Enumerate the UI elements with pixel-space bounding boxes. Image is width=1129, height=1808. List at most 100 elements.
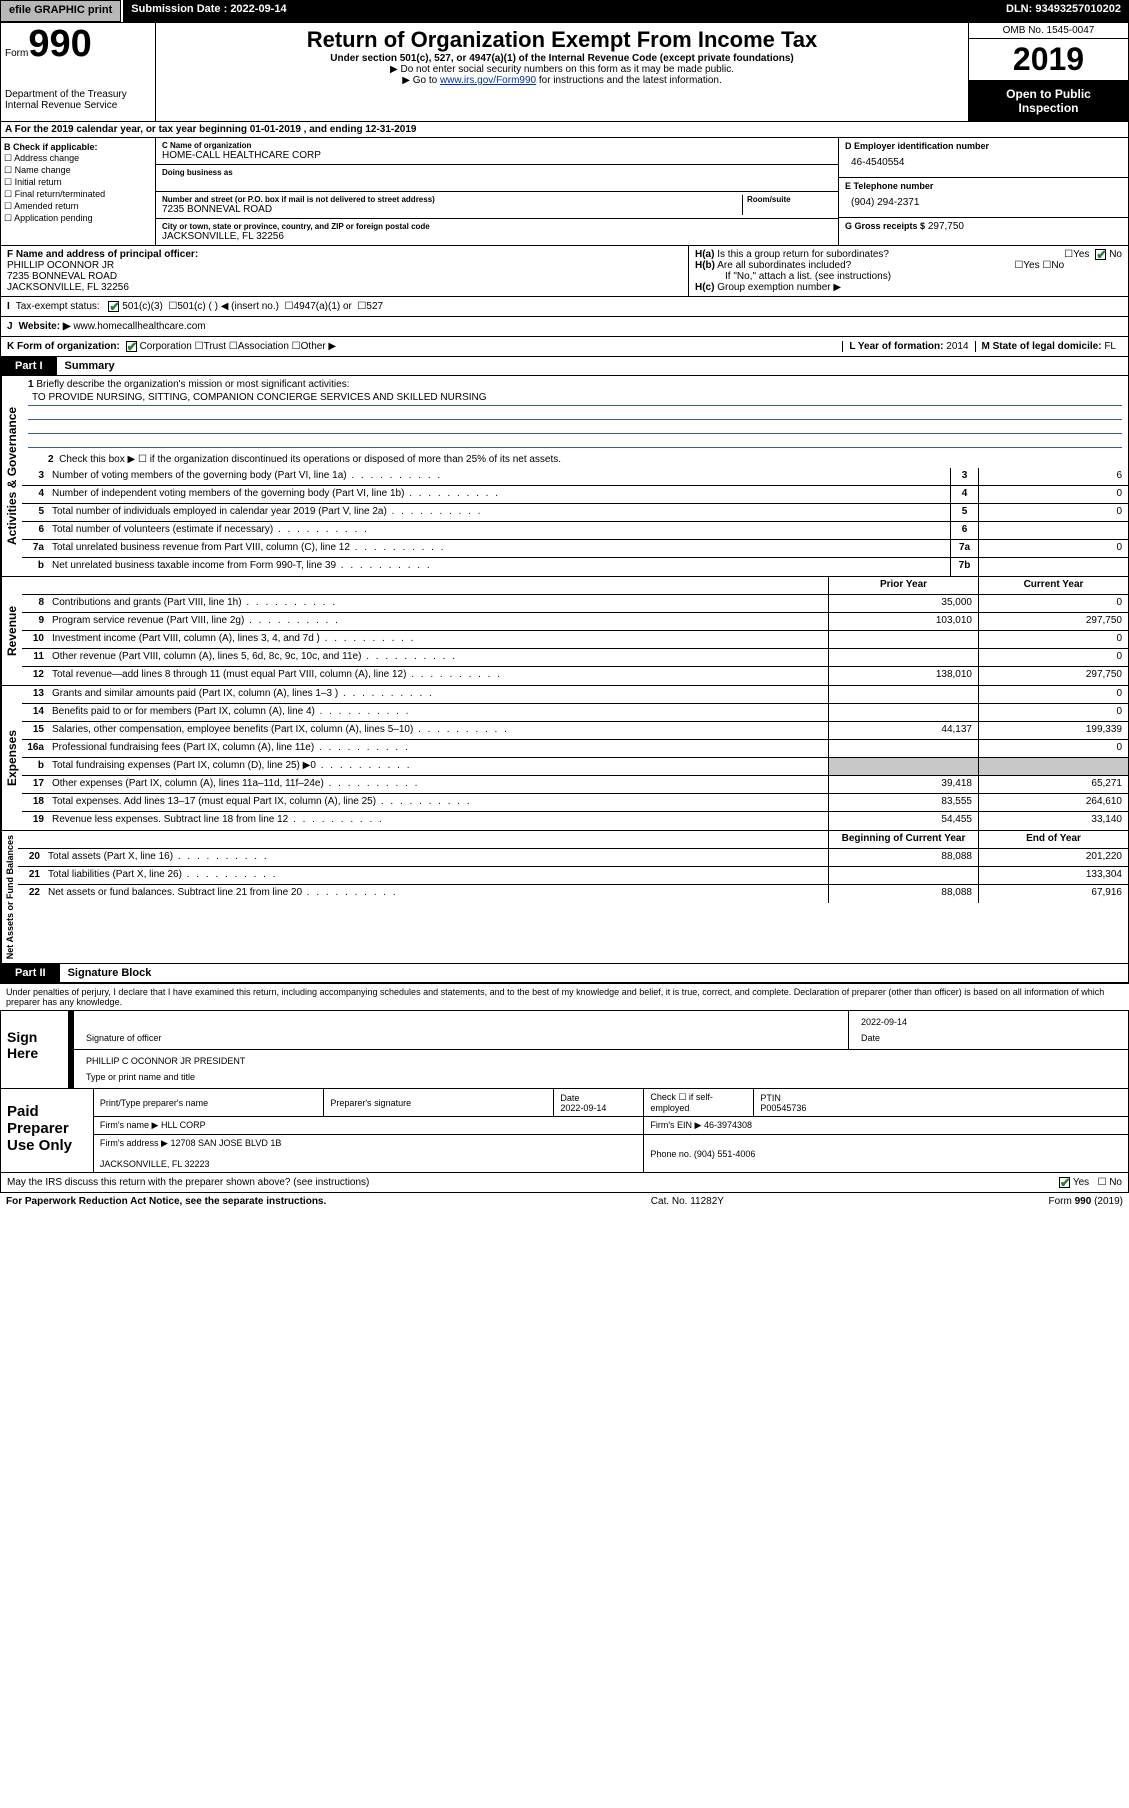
l1-text: Briefly describe the organization's miss… <box>36 379 349 390</box>
gross: 297,750 <box>928 221 964 232</box>
efile-button[interactable]: efile GRAPHIC print <box>0 0 121 22</box>
col-c-org: C Name of organization HOME-CALL HEALTHC… <box>156 138 838 245</box>
firm-name-label: Firm's name ▶ <box>100 1120 159 1130</box>
k-label: K Form of organization: <box>7 341 120 352</box>
table-row: 10Investment income (Part VIII, column (… <box>22 631 1128 649</box>
gross-label: G Gross receipts $ <box>845 221 925 231</box>
table-row: 5Total number of individuals employed in… <box>22 504 1128 522</box>
section-expenses: Expenses 13Grants and similar amounts pa… <box>0 686 1129 831</box>
row-h: H(a) Is this a group return for subordin… <box>688 246 1128 296</box>
row-a: A For the 2019 calendar year, or tax yea… <box>0 122 1129 138</box>
prep-row2: Firm's name ▶ HLL CORP Firm's EIN ▶ 46-3… <box>94 1117 1128 1135</box>
col-b-title: B Check if applicable: <box>4 142 152 152</box>
firm-ein-label: Firm's EIN ▶ <box>650 1120 701 1130</box>
section-revenue: Revenue Prior Year Current Year 8Contrib… <box>0 577 1129 686</box>
sig-label: Signature of officer <box>80 1030 842 1046</box>
addr-label: Number and street (or P.O. box if mail i… <box>162 195 742 204</box>
table-row: 20Total assets (Part X, line 16)88,08820… <box>18 849 1128 867</box>
table-row: 15Salaries, other compensation, employee… <box>22 722 1128 740</box>
m-label: M State of legal domicile: <box>982 341 1102 352</box>
subtitle-2: ▶ Do not enter social security numbers o… <box>164 64 960 75</box>
prep-date: 2022-09-14 <box>560 1103 606 1113</box>
prep-selfemp: Check ☐ if self-employed <box>644 1089 754 1117</box>
inspection-label: Open to Public Inspection <box>969 81 1128 121</box>
part2-title: Signature Block <box>60 964 160 982</box>
tax-year: 2019 <box>969 39 1128 81</box>
table-row: 21Total liabilities (Part X, line 26)133… <box>18 867 1128 885</box>
officer-addr1: 7235 BONNEVAL ROAD <box>7 271 682 282</box>
firm-name: HLL CORP <box>161 1120 206 1130</box>
cb-initial: ☐ Initial return <box>4 177 152 188</box>
vlabel-net: Net Assets or Fund Balances <box>1 831 18 963</box>
irs-link[interactable]: www.irs.gov/Form990 <box>440 75 536 86</box>
opt-501c3: 501(c)(3) <box>122 301 163 312</box>
row-j: J Website: ▶ www.homecallhealthcare.com <box>0 317 1129 337</box>
mission-text: TO PROVIDE NURSING, SITTING, COMPANION C… <box>28 390 1122 406</box>
sig-date: 2022-09-14 <box>855 1014 1122 1030</box>
table-row: 14Benefits paid to or for members (Part … <box>22 704 1128 722</box>
opt-corp: Corporation <box>140 341 192 352</box>
year-box: OMB No. 1545-0047 2019 Open to Public In… <box>968 23 1128 121</box>
subtitle-3: ▶ Go to www.irs.gov/Form990 for instruct… <box>164 75 960 86</box>
prep-sig-label: Preparer's signature <box>324 1089 554 1117</box>
cb-name: ☐ Name change <box>4 165 152 176</box>
prep-name-label: Print/Type preparer's name <box>94 1089 324 1117</box>
website-val: www.homecallhealthcare.com <box>73 321 205 332</box>
preparer-block: Paid Preparer Use Only Print/Type prepar… <box>0 1089 1129 1173</box>
officer-name: PHILLIP OCONNOR JR <box>7 260 682 271</box>
vlabel-exp: Expenses <box>1 686 22 830</box>
table-row: 9Program service revenue (Part VIII, lin… <box>22 613 1128 631</box>
l-val: 2014 <box>946 341 968 352</box>
ha-text: Is this a group return for subordinates? <box>717 249 889 260</box>
city-label: City or town, state or province, country… <box>162 222 832 231</box>
sig-date-label: Date <box>855 1030 1122 1046</box>
net-col2: End of Year <box>978 831 1128 848</box>
tel: (904) 294-2371 <box>845 191 1122 214</box>
city: JACKSONVILLE, FL 32256 <box>162 231 832 242</box>
part1-title: Summary <box>57 357 123 375</box>
opt-assoc: Association <box>238 341 289 352</box>
title-block: Return of Organization Exempt From Incom… <box>156 23 968 121</box>
part2-tag: Part II <box>1 964 60 982</box>
table-row: 13Grants and similar amounts paid (Part … <box>22 686 1128 704</box>
vlabel-rev: Revenue <box>1 577 22 685</box>
part2-header: Part II Signature Block <box>0 964 1129 983</box>
footer-center: Cat. No. 11282Y <box>651 1196 724 1207</box>
hb2-text: If "No," attach a list. (see instruction… <box>695 271 1122 282</box>
ptin: P00545736 <box>760 1103 806 1113</box>
website-label: Website: ▶ <box>19 321 71 332</box>
opt-other: Other ▶ <box>301 341 336 352</box>
table-row: 22Net assets or fund balances. Subtract … <box>18 885 1128 903</box>
ptin-label: PTIN <box>760 1093 781 1103</box>
part1-tag: Part I <box>1 357 57 375</box>
cb-corp <box>126 341 137 352</box>
opt-trust: Trust <box>204 341 226 352</box>
officer-label: F Name and address of principal officer: <box>7 249 682 260</box>
section-governance: Activities & Governance 1 Briefly descri… <box>0 376 1129 577</box>
rev-col1: Prior Year <box>828 577 978 594</box>
hc-text: Group exemption number ▶ <box>717 282 841 293</box>
table-row: 17Other expenses (Part IX, column (A), l… <box>22 776 1128 794</box>
footer-left: For Paperwork Reduction Act Notice, see … <box>6 1196 326 1207</box>
discuss-text: May the IRS discuss this return with the… <box>7 1177 369 1188</box>
tax-status-label: Tax-exempt status: <box>16 301 100 312</box>
ein: 46-4540554 <box>845 151 1122 174</box>
subtitle-1: Under section 501(c), 527, or 4947(a)(1)… <box>164 53 960 64</box>
topbar-spacer <box>295 0 998 22</box>
m-val: FL <box>1104 341 1116 352</box>
opt-4947: 4947(a)(1) or <box>294 301 352 312</box>
form-id-block: Form990 Department of the Treasury Inter… <box>1 23 156 121</box>
l2-text: 2 Check this box ▶ ☐ if the organization… <box>22 451 1128 468</box>
cb-amended: ☐ Amended return <box>4 201 152 212</box>
prep-row1: Print/Type preparer's name Preparer's si… <box>94 1089 1128 1117</box>
cb-final: ☐ Final return/terminated <box>4 189 152 200</box>
org-name: HOME-CALL HEALTHCARE CORP <box>162 150 832 161</box>
table-row: 19Revenue less expenses. Subtract line 1… <box>22 812 1128 830</box>
sig-name: PHILLIP C OCONNOR JR PRESIDENT <box>80 1053 1122 1069</box>
sig-name-label: Type or print name and title <box>80 1069 1122 1085</box>
dba-label: Doing business as <box>162 168 832 177</box>
cb-pending: ☐ Application pending <box>4 213 152 224</box>
sign-label: Sign Here <box>1 1011 71 1088</box>
prep-date-label: Date <box>560 1093 579 1103</box>
tel-label: E Telephone number <box>845 181 1122 191</box>
